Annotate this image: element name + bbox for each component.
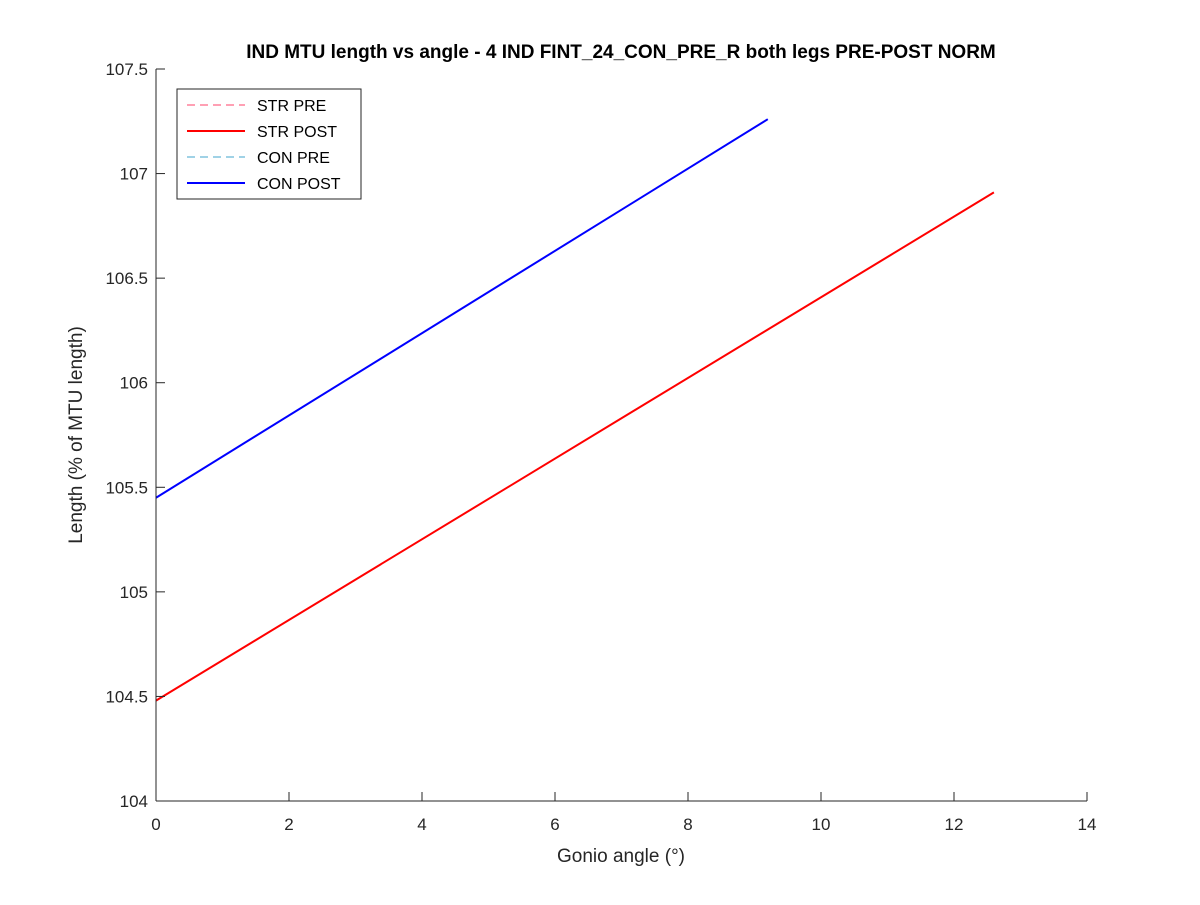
legend: STR PRE STR POST CON PRE CON POST [176, 88, 362, 200]
legend-label: CON PRE [257, 150, 330, 167]
plot-area [155, 118, 995, 702]
series-line-str-post [155, 191, 995, 702]
axes: 0 2 4 6 8 10 12 14 104 104.5 105 105.5 106 106.5 107 10… [105, 60, 1096, 834]
y-tick-label: 105.5 [105, 478, 148, 497]
legend-label: CON POST [257, 176, 341, 193]
series-line-con-post [155, 118, 769, 499]
y-tick-label: 106 [120, 374, 148, 393]
x-tick-label: 4 [417, 815, 426, 834]
y-tick-label: 104.5 [105, 687, 148, 706]
y-tick-label: 104 [120, 792, 148, 811]
x-axis-label: Gonio angle (°) [557, 846, 685, 867]
y-tick-label: 105 [120, 583, 148, 602]
y-tick-label: 106.5 [105, 269, 148, 288]
chart-title: IND MTU length vs angle - 4 IND FINT_24_… [246, 42, 996, 63]
y-tick-label: 107.5 [105, 60, 148, 79]
legend-label: STR POST [257, 124, 337, 141]
y-axis-label: Length (% of MTU length) [66, 326, 87, 544]
y-tick-label: 107 [120, 165, 148, 184]
x-tick-label: 0 [151, 815, 160, 834]
x-tick-label: 14 [1078, 815, 1097, 834]
x-tick-label: 10 [812, 815, 831, 834]
legend-label: STR PRE [257, 98, 326, 115]
x-tick-label: 8 [683, 815, 692, 834]
legend-box [176, 88, 362, 200]
x-tick-label: 12 [945, 815, 964, 834]
x-tick-label: 2 [284, 815, 293, 834]
x-tick-label: 6 [550, 815, 559, 834]
